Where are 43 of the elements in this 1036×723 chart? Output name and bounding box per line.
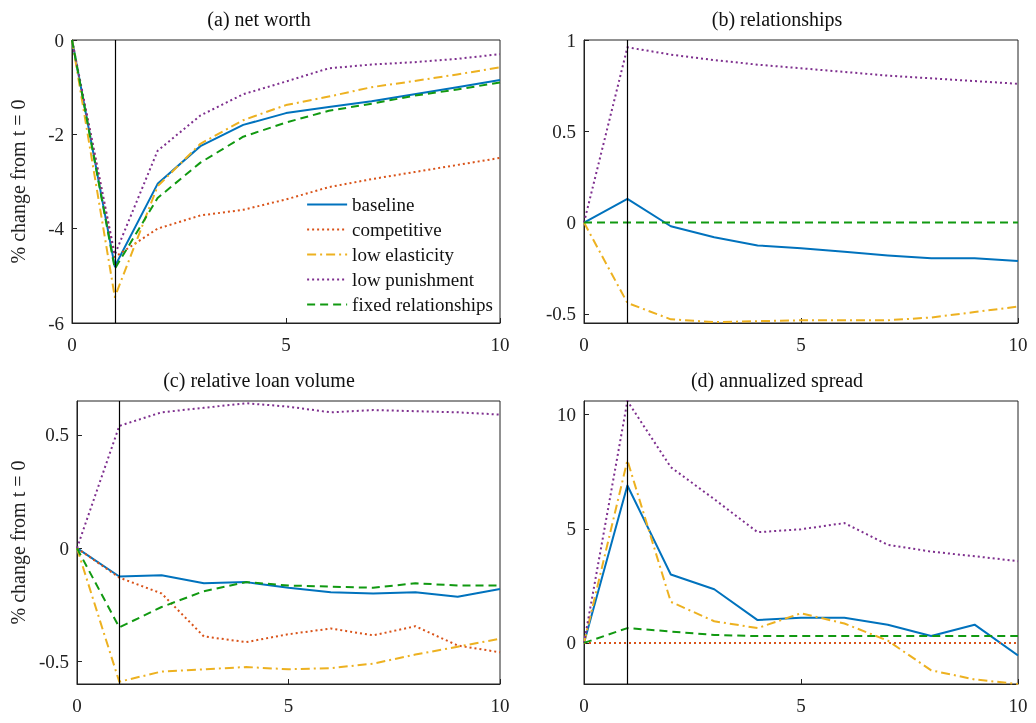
y-tick-label: -0.5	[545, 303, 576, 325]
y-tick-label: -2	[48, 123, 64, 145]
line-series	[75, 402, 501, 550]
y-axis-title: % change from t = 0	[7, 460, 30, 625]
chart-title: (d) annualized spread	[690, 369, 864, 392]
x-tick-label: 0	[579, 695, 589, 716]
x-tick-label: 10	[1008, 695, 1028, 716]
y-tick-label: 0	[59, 537, 69, 559]
x-tick-label: 0	[72, 695, 82, 716]
x-tick-label: 10	[490, 334, 510, 355]
y-tick-label: 0.5	[552, 120, 576, 142]
y-tick-label: -4	[48, 218, 65, 240]
x-tick-label: 5	[796, 695, 806, 716]
y-tick-label: 0	[566, 632, 576, 654]
legend-label: low punishment	[352, 269, 475, 290]
line-series	[583, 46, 1019, 224]
y-tick-label: -6	[48, 312, 64, 334]
line-series	[583, 197, 1019, 262]
legend-label: low elasticity	[352, 244, 455, 265]
chart-title: (b) relationships	[711, 8, 843, 31]
y-tick-label: 1	[566, 29, 576, 51]
x-tick-label: 5	[283, 695, 294, 716]
line-series	[583, 627, 1019, 644]
x-tick-label: 10	[490, 695, 510, 716]
line-series	[583, 484, 1019, 657]
chart-title: (a) net worth	[207, 8, 311, 31]
y-tick-label: 0	[566, 212, 576, 234]
line-series	[75, 547, 501, 654]
x-tick-label: 5	[796, 334, 806, 355]
x-tick-label: 5	[281, 334, 291, 355]
line-series	[583, 400, 1019, 644]
legend-label: baseline	[352, 194, 415, 215]
y-tick-label: -0.5	[38, 650, 69, 672]
legend-label: fixed relationships	[352, 294, 493, 315]
y-tick-label: 0.5	[45, 424, 69, 446]
x-tick-label: 0	[579, 334, 589, 355]
x-tick-label: 10	[1008, 334, 1028, 355]
y-axis-title: % change from t = 0	[7, 99, 30, 264]
y-tick-label: 0	[54, 29, 64, 51]
chart-title: (c) relative loan volume	[163, 369, 355, 392]
y-tick-label: 10	[557, 404, 576, 426]
legend-label: competitive	[352, 219, 442, 240]
y-tick-label: 5	[566, 518, 576, 540]
